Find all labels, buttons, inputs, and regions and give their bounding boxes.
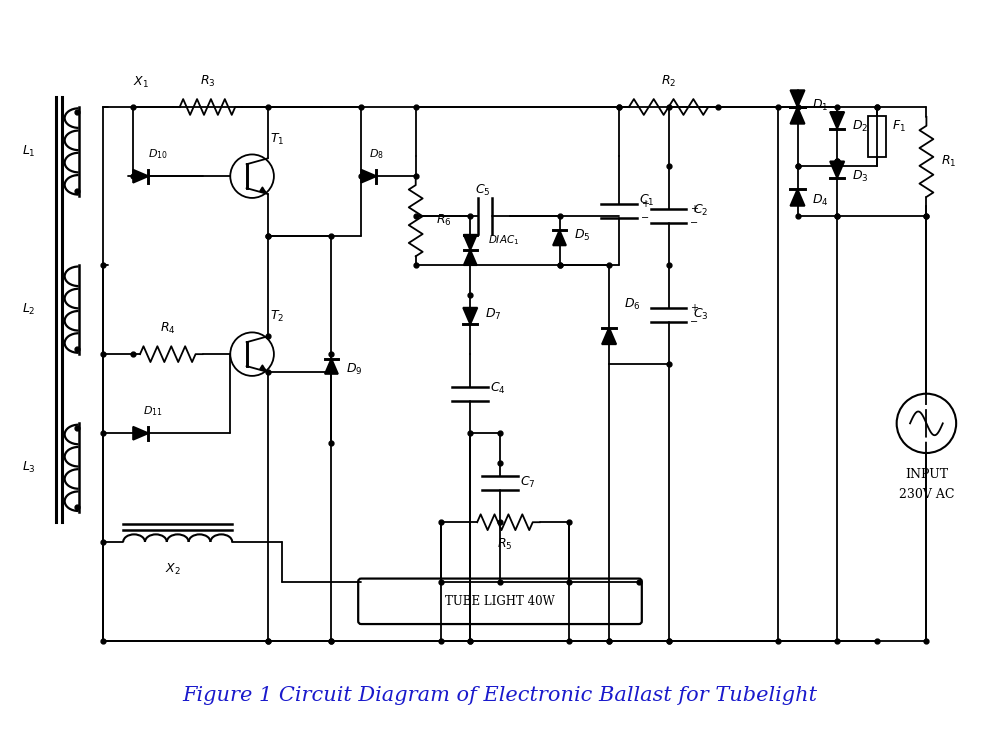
Polygon shape (464, 235, 477, 250)
Text: $R_1$: $R_1$ (941, 154, 957, 169)
Text: $D_6$: $D_6$ (624, 297, 641, 312)
Text: $C_7$: $C_7$ (520, 475, 535, 490)
Text: −: − (690, 218, 699, 228)
Text: $D_8$: $D_8$ (369, 148, 384, 161)
Text: $R_3$: $R_3$ (200, 74, 215, 90)
Text: $D_7$: $D_7$ (485, 307, 502, 322)
Text: $D_3$: $D_3$ (852, 169, 869, 184)
Text: $T_2$: $T_2$ (270, 310, 284, 324)
Text: 230V AC: 230V AC (899, 487, 954, 501)
Polygon shape (790, 189, 805, 206)
Text: $R_5$: $R_5$ (497, 537, 513, 552)
Text: $C_5$: $C_5$ (475, 183, 491, 198)
Polygon shape (830, 112, 844, 128)
Text: −: − (690, 316, 699, 327)
Polygon shape (602, 327, 616, 344)
Polygon shape (790, 107, 805, 124)
Text: $X_1$: $X_1$ (133, 75, 149, 90)
Text: Figure 1 Circuit Diagram of Electronic Ballast for Tubelight: Figure 1 Circuit Diagram of Electronic B… (183, 686, 818, 705)
Polygon shape (133, 170, 148, 183)
Polygon shape (830, 161, 844, 178)
Text: +: + (641, 199, 649, 209)
Text: $F_1$: $F_1$ (892, 119, 906, 134)
Polygon shape (463, 308, 477, 324)
Bar (868, 116, 886, 157)
Text: $R_4$: $R_4$ (160, 321, 176, 336)
Text: −: − (641, 213, 649, 222)
Text: $C_1$: $C_1$ (639, 193, 654, 208)
Text: $D_1$: $D_1$ (812, 98, 829, 112)
Text: $D_9$: $D_9$ (346, 361, 363, 377)
Text: $D_2$: $D_2$ (852, 119, 868, 134)
Text: $C_4$: $C_4$ (490, 381, 506, 396)
Text: $D_4$: $D_4$ (812, 193, 829, 208)
Text: $L_1$: $L_1$ (22, 144, 36, 159)
Polygon shape (133, 426, 148, 440)
Text: $R_6$: $R_6$ (436, 213, 451, 228)
Text: $D_{10}$: $D_{10}$ (148, 148, 168, 161)
Text: $C_3$: $C_3$ (693, 307, 709, 322)
Text: $D_5$: $D_5$ (574, 228, 591, 243)
Text: $T_1$: $T_1$ (270, 131, 284, 147)
Polygon shape (361, 170, 376, 183)
Text: $X_2$: $X_2$ (165, 562, 181, 577)
Text: $L_3$: $L_3$ (22, 460, 36, 476)
Text: +: + (690, 302, 698, 313)
Polygon shape (464, 250, 477, 265)
Text: INPUT: INPUT (905, 468, 948, 481)
Text: $C_2$: $C_2$ (693, 203, 709, 218)
Text: $L_2$: $L_2$ (22, 302, 36, 317)
Polygon shape (553, 230, 566, 245)
Text: $DIAC_1$: $DIAC_1$ (488, 233, 519, 247)
Polygon shape (790, 90, 805, 106)
Text: $R_2$: $R_2$ (661, 74, 676, 90)
Polygon shape (325, 359, 338, 374)
Text: $D_{11}$: $D_{11}$ (143, 404, 163, 418)
Text: +: + (690, 204, 698, 214)
Text: TUBE LIGHT 40W: TUBE LIGHT 40W (445, 595, 555, 608)
